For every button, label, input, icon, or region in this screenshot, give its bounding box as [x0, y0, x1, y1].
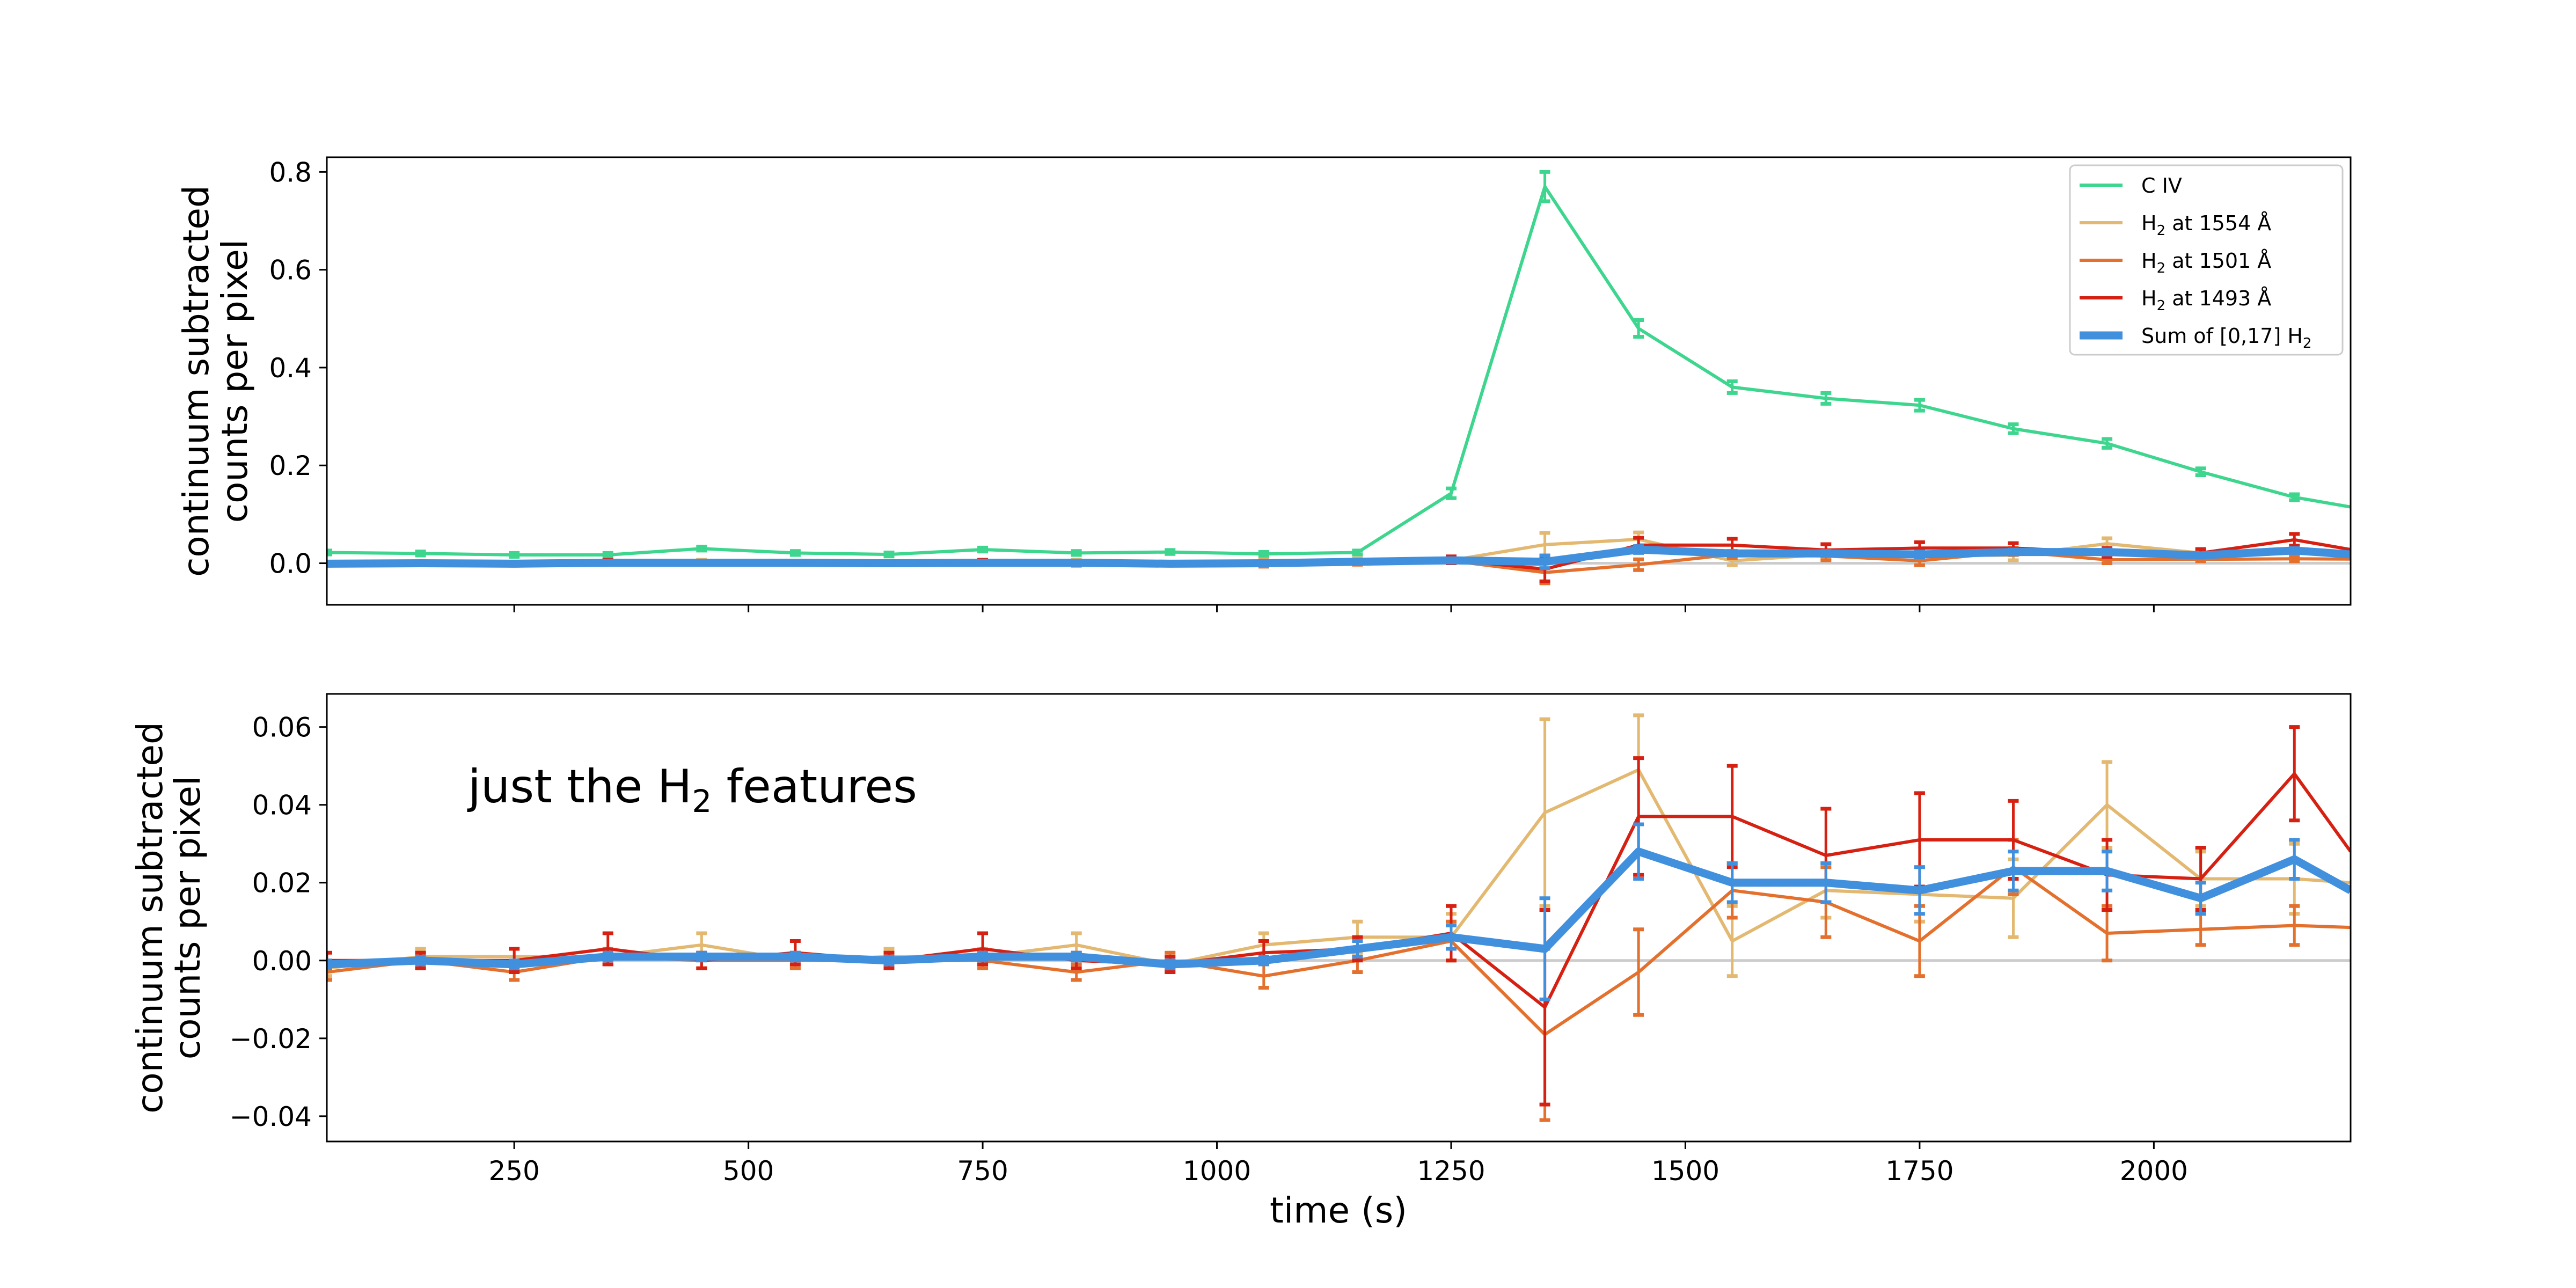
y-tick-label: −0.04 — [230, 1101, 312, 1132]
legend-item: C IV — [2080, 174, 2182, 197]
legend-item: H2 at 1554 Å — [2080, 211, 2271, 239]
top-panel: 0.0 0.2 0.4 0.6 0.8 continuum subtracted cou… — [175, 156, 2352, 612]
top-series-layer — [327, 170, 2351, 586]
legend-label: H2 at 1554 Å — [2141, 211, 2271, 239]
y-tick-label: 0.0 — [269, 548, 312, 580]
top-axes-frame — [326, 156, 2352, 606]
legend-items: C IV H2 at 1554 Å H2 at 1501 Å H2 at 1493 Å… — [2080, 174, 2311, 352]
legend-label: H2 at 1501 Å — [2141, 249, 2271, 276]
legend-item: H2 at 1501 Å — [2080, 249, 2271, 276]
bottom-series-4 — [327, 822, 2351, 1001]
annotation-subscript: 2 — [692, 783, 712, 819]
x-tick-label: 1000 — [1183, 1155, 1251, 1187]
y-tick-label: 0.8 — [269, 157, 312, 188]
top-y-axis-label-line1: continuum subtracted — [175, 185, 217, 577]
legend-item: Sum of [0,17] H2 — [2080, 324, 2311, 352]
x-tick-label: 1750 — [1885, 1155, 1953, 1187]
y-tick-label: −0.02 — [230, 1023, 312, 1055]
bottom-y-axis-label-line2: counts per pixel — [167, 776, 208, 1059]
panel-annotation: just the H2 features — [467, 760, 917, 819]
top-series-0 — [327, 170, 2351, 559]
top-y-ticks: 0.0 0.2 0.4 0.6 0.8 — [269, 157, 327, 580]
legend-frame — [2069, 164, 2344, 356]
legend-label: Sum of [0,17] H2 — [2141, 324, 2311, 352]
top-y-axis-label-line2: counts per pixel — [214, 239, 255, 523]
top-x-ticks — [513, 605, 2155, 612]
annotation-rest: features — [712, 760, 917, 814]
bottom-axes-frame — [326, 693, 2352, 1143]
annotation-main: just the H — [467, 760, 692, 814]
bottom-x-ticks: 250 500 750 1000 1250 1500 1750 2000 — [488, 1141, 2188, 1187]
x-tick-label: 500 — [723, 1155, 774, 1187]
y-tick-label: 0.04 — [252, 790, 312, 821]
bottom-series-layer — [327, 713, 2351, 1122]
series-line — [327, 185, 2351, 557]
y-tick-label: 0.06 — [252, 712, 312, 743]
x-tick-label: 2000 — [2120, 1155, 2188, 1187]
legend-item: H2 at 1493 Å — [2080, 287, 2271, 314]
x-tick-label: 1250 — [1417, 1155, 1485, 1187]
series-line — [327, 545, 2351, 568]
y-tick-label: 0.6 — [269, 255, 312, 286]
y-tick-label: 0.02 — [252, 868, 312, 899]
x-tick-label: 1500 — [1651, 1155, 1719, 1187]
bottom-y-ticks: −0.04 −0.02 0.00 0.02 0.04 0.06 — [230, 712, 327, 1132]
y-tick-label: 0.2 — [269, 450, 312, 481]
legend-label: H2 at 1493 Å — [2141, 287, 2271, 314]
legend: C IV H2 at 1554 Å H2 at 1501 Å H2 at 1493 Å… — [2069, 164, 2344, 356]
bottom-panel: −0.04 −0.02 0.00 0.02 0.04 0.06 250 500 750 1000… — [129, 693, 2352, 1231]
y-tick-label: 0.00 — [252, 946, 312, 977]
series-line — [327, 847, 2351, 969]
legend-label: C IV — [2141, 174, 2182, 197]
bottom-y-axis-label-line1: continuum subtracted — [129, 722, 171, 1114]
x-tick-label: 250 — [488, 1155, 539, 1187]
top-series-4 — [327, 544, 2351, 570]
y-tick-label: 0.4 — [269, 353, 312, 384]
x-axis-label: time (s) — [1270, 1190, 1407, 1231]
x-tick-label: 750 — [957, 1155, 1008, 1187]
